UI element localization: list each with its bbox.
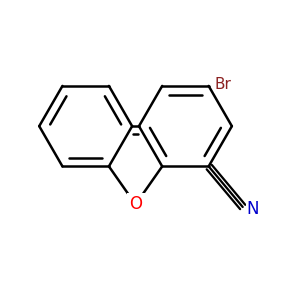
Text: Br: Br bbox=[214, 77, 231, 92]
Text: O: O bbox=[129, 195, 142, 213]
Text: N: N bbox=[247, 200, 259, 218]
